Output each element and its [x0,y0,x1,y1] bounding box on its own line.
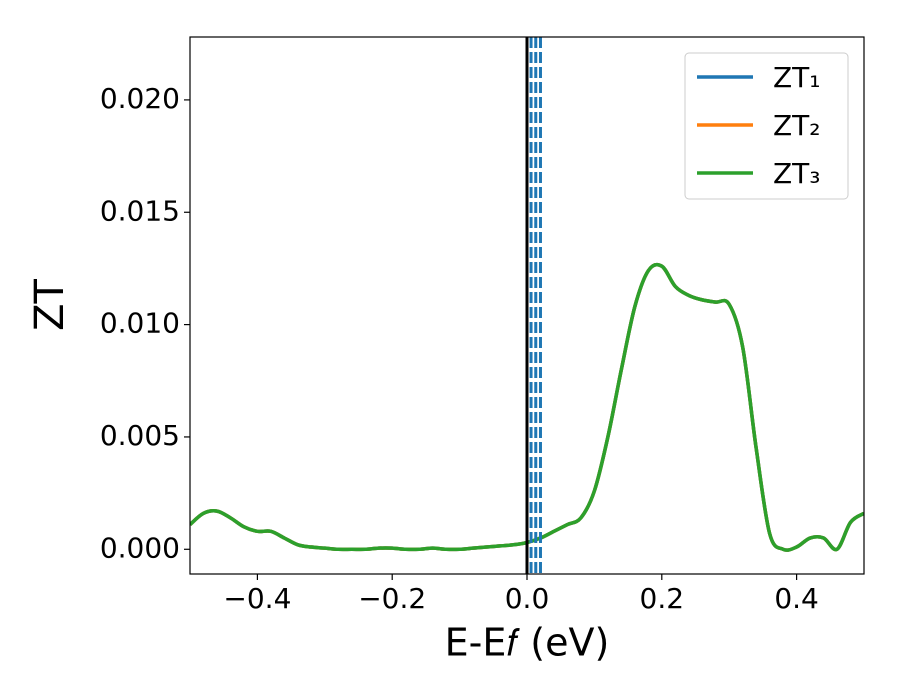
x-tick-label: 0.4 [774,582,819,615]
legend-label: ZT₃ [773,157,821,190]
y-tick-label: 0.010 [100,307,180,340]
x-tick-label: −0.2 [358,582,426,615]
x-tick-label: −0.4 [223,582,291,615]
y-tick-label: 0.000 [100,531,180,564]
x-tick-label: 0.2 [640,582,685,615]
x-axis-label: E-E𝑓 (eV) [445,621,610,665]
y-tick-label: 0.015 [100,194,180,227]
legend-label: ZT₂ [773,109,821,142]
y-tick-label: 0.005 [100,419,180,452]
legend-label: ZT₁ [773,61,821,94]
y-tick-label: 0.020 [100,82,180,115]
y-axis-label: ZT [27,279,73,331]
legend-box [684,52,849,200]
x-tick-label: 0.0 [505,582,550,615]
